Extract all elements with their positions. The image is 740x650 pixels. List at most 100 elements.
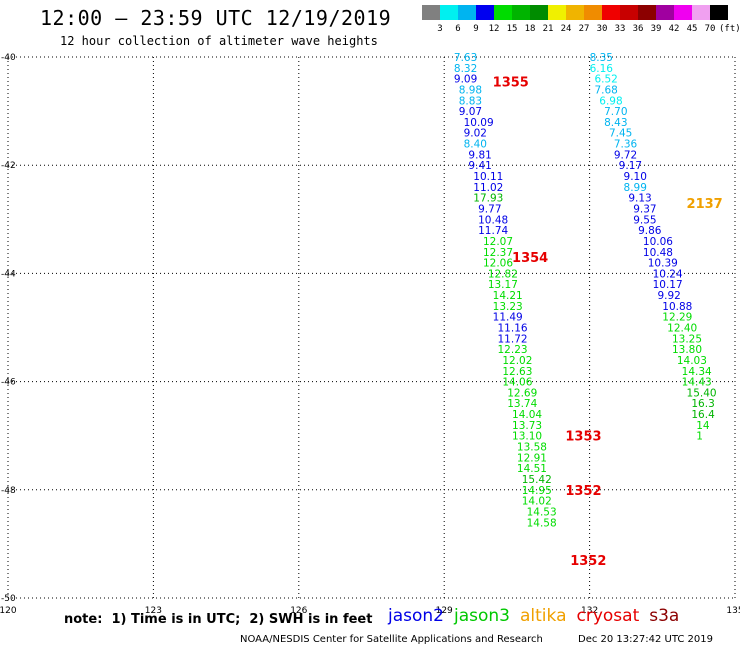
pass-number-label: 1353	[565, 430, 601, 445]
scale-label: 36	[632, 24, 644, 34]
wave-height-label: 9.86	[638, 225, 662, 237]
wave-height-label: 16.3	[691, 398, 714, 410]
legend-jason2: jason2	[388, 606, 444, 626]
wave-height-label: 10.48	[643, 247, 673, 259]
wave-height-label: 14.51	[517, 463, 547, 475]
legend-altika: altika	[520, 606, 567, 626]
scale-label: 30	[596, 24, 608, 34]
x-tick-label: 120	[0, 606, 17, 616]
scale-swatch	[674, 5, 692, 20]
y-tick-label: -50	[1, 594, 16, 604]
wave-height-label: 14.43	[682, 377, 712, 389]
wave-height-label: 8.43	[604, 117, 627, 129]
wave-height-label: 9.37	[633, 203, 656, 215]
wave-height-label: 12.37	[483, 247, 513, 259]
wave-height-label: 9.02	[464, 128, 487, 140]
wave-height-label: 14	[696, 420, 710, 432]
scale-swatch	[602, 5, 620, 20]
scale-label: 45	[686, 24, 698, 34]
legend-cryosat: cryosat	[576, 606, 640, 626]
wave-height-label: 14.95	[522, 485, 552, 497]
pass-number-label: 1352	[565, 484, 601, 499]
scale-swatch	[458, 5, 476, 20]
wave-height-label: 7.36	[614, 139, 638, 151]
scale-swatch	[638, 5, 656, 20]
wave-height-label: 12.63	[502, 366, 532, 378]
scale-swatch	[692, 5, 710, 20]
scale-label: 15	[506, 24, 518, 34]
wave-height-label: 12.02	[502, 355, 532, 367]
wave-height-label: 9.10	[624, 171, 647, 183]
wave-height-label: 13.74	[507, 398, 537, 410]
wave-height-label: 10.48	[478, 214, 508, 226]
wave-height-label: 8.35	[590, 52, 613, 64]
wave-height-label: 9.55	[633, 214, 656, 226]
wave-height-label: 6.16	[590, 63, 614, 75]
y-tick-label: -40	[1, 53, 16, 63]
footer-credit: NOAA/NESDIS Center for Satellite Applica…	[240, 634, 543, 645]
wave-height-label: 7.63	[454, 52, 477, 64]
wave-height-label: 8.98	[459, 84, 482, 96]
scale-label: 70	[704, 24, 716, 34]
wave-height-label: 11.74	[478, 225, 508, 237]
wave-height-label: 9.07	[459, 106, 482, 118]
scale-label: 3	[437, 24, 443, 34]
wave-height-label: 15.42	[522, 474, 552, 486]
wave-height-label: 13.80	[672, 344, 702, 356]
chart-subtitle: 12 hour collection of altimeter wave hei…	[60, 34, 378, 48]
wave-height-label: 9.41	[468, 160, 491, 172]
scale-label: 33	[614, 24, 626, 34]
wave-height-label: 10.88	[662, 301, 692, 313]
scale-label: 27	[578, 24, 590, 34]
scale-swatch	[566, 5, 584, 20]
wave-height-label: 10.06	[643, 236, 673, 248]
scale-label: 42	[668, 24, 680, 34]
wave-height-label: 12.29	[662, 312, 692, 324]
wave-height-label: 8.83	[459, 95, 482, 107]
wave-height-label: 11.02	[473, 182, 503, 194]
wave-height-label: 10.17	[653, 279, 683, 291]
scale-label: 6	[455, 24, 461, 34]
scale-swatch	[422, 5, 440, 20]
scale-label: 21	[542, 24, 554, 34]
chart-title: 12:00 – 23:59 UTC 12/19/2019	[40, 6, 392, 30]
x-tick-label: 123	[145, 606, 162, 616]
scale-swatch	[584, 5, 602, 20]
wave-height-label: 15.40	[687, 387, 717, 399]
wave-height-label: 9.92	[657, 290, 680, 302]
wave-height-label: 9.09	[454, 74, 477, 86]
wave-height-label: 13.23	[493, 301, 523, 313]
wave-height-label: 9.77	[478, 203, 501, 215]
wave-height-label: 7.68	[594, 84, 617, 96]
wave-height-label: 12.82	[488, 268, 518, 280]
y-tick-label: -48	[1, 486, 16, 496]
wave-height-label: 12.07	[483, 236, 513, 248]
wave-height-label: 9.13	[628, 193, 651, 205]
wave-height-label: 7.70	[604, 106, 627, 118]
scale-swatch	[476, 5, 494, 20]
wave-height-label: 17.93	[473, 193, 503, 205]
x-tick-label: 129	[436, 606, 453, 616]
wave-height-label: 12.91	[517, 452, 547, 464]
pass-number-label: 1355	[493, 75, 529, 90]
scale-label: 12	[488, 24, 500, 34]
y-tick-label: -42	[1, 161, 16, 171]
footer-note: note: 1) Time is in UTC; 2) SWH is in fe…	[64, 612, 373, 627]
pass-number-label: 1352	[570, 554, 606, 569]
wave-height-label: 13.17	[488, 279, 518, 291]
wave-height-label: 10.09	[464, 117, 494, 129]
wave-height-label: 6.98	[599, 95, 622, 107]
wave-height-label: 12.69	[507, 387, 537, 399]
x-tick-label: 126	[290, 606, 307, 616]
wave-height-label: 14.02	[522, 496, 552, 508]
pass-number-label: 1354	[512, 251, 548, 266]
y-tick-label: -46	[1, 378, 16, 388]
wave-height-label: 13.25	[672, 333, 702, 345]
wave-height-label: 16.4	[691, 409, 715, 421]
scale-label: 39	[650, 24, 662, 34]
scale-swatch	[440, 5, 458, 20]
footer-timestamp: Dec 20 13:27:42 UTC 2019	[578, 634, 713, 645]
scale-swatch	[548, 5, 566, 20]
wave-height-label: 14.03	[677, 355, 707, 367]
